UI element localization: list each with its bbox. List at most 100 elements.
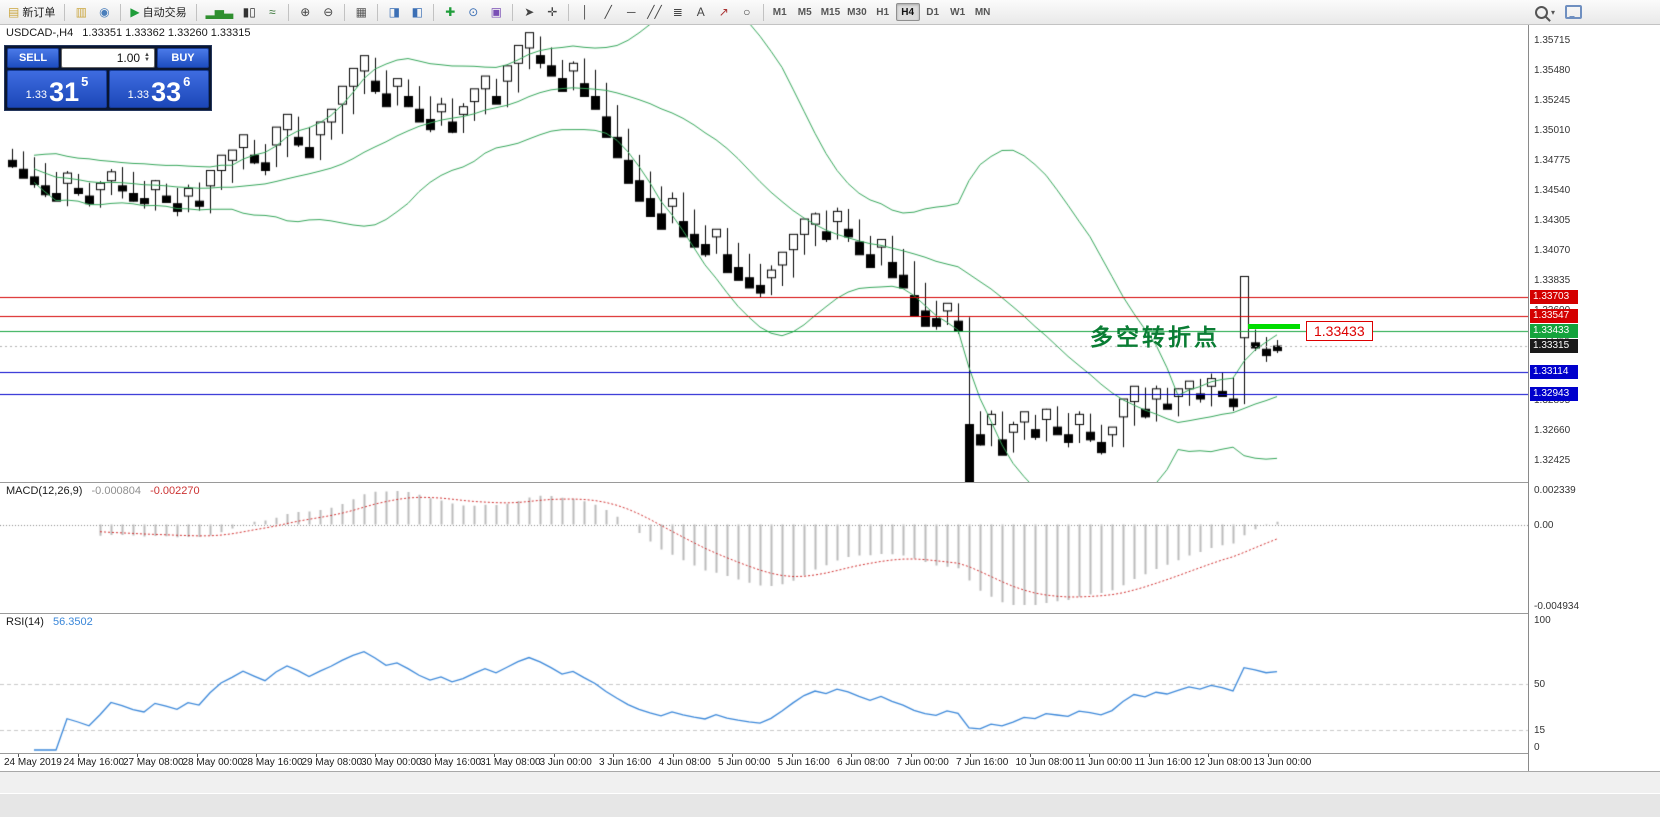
toolbar-separator [377, 3, 379, 21]
candlestick-chart-icon[interactable]: ▮▯ [238, 2, 260, 22]
status-bar [0, 771, 1660, 793]
price-level-badge: 1.33433 [1530, 323, 1578, 338]
spinner-up-icon[interactable]: ▲ [144, 52, 150, 58]
zoom-in-icon[interactable]: ⊕ [294, 2, 316, 22]
horizontal-line-icon-glyph: ─ [627, 5, 636, 19]
bar-chart-icon[interactable]: ▂▅▃ [202, 2, 238, 22]
time-axis-label: 28 May 16:00 [242, 757, 303, 768]
time-axis-tick [256, 754, 257, 757]
time-axis-label: 24 May 16:00 [63, 757, 125, 768]
panel-separator[interactable] [0, 482, 1660, 483]
time-axis-label: 6 Jun 08:00 [837, 757, 890, 768]
volume-spinner[interactable]: ▲ ▼ [144, 52, 150, 63]
timeframe-h4-button[interactable]: H4 [895, 3, 920, 21]
timeframe-mn-button[interactable]: MN [971, 3, 995, 21]
text-icon[interactable]: A [690, 2, 712, 22]
timeframe-m15-button[interactable]: M15 [818, 3, 843, 21]
volume-input[interactable]: 1.00 ▲ ▼ [61, 48, 155, 68]
search-button[interactable]: ▾ [1531, 2, 1559, 22]
timeframe-m5-button[interactable]: M5 [793, 3, 817, 21]
new-chart-icon[interactable]: ✚ [439, 2, 461, 22]
candlestick-chart-icon-glyph: ▮▯ [242, 5, 256, 19]
window-bottom-edge [0, 793, 1660, 817]
charts-icon[interactable]: ▥ [70, 2, 92, 22]
turning-point-price-label: 1.33433 [1306, 320, 1373, 341]
time-axis-label: 30 May 00:00 [361, 757, 422, 768]
arrows-icon[interactable]: ↗ [713, 2, 735, 22]
chart-shift-icon-glyph: ◧ [411, 5, 423, 19]
buy-button[interactable]: BUY [157, 48, 209, 68]
vertical-line-icon[interactable]: │ [574, 2, 596, 22]
new-order-button[interactable]: ▤ 新订单 [4, 2, 59, 22]
fibonacci-icon[interactable]: ≣ [667, 2, 689, 22]
rsi-panel: RSI(14) 56.3502 [0, 614, 1528, 753]
equidistant-channel-icon[interactable]: ╱╱ [643, 2, 665, 22]
tile-windows-icon-glyph: ▦ [355, 5, 367, 19]
timeframe-m30-button[interactable]: M30 [844, 3, 869, 21]
price-axis-tick: 1.33835 [1534, 274, 1571, 286]
chart-shift-icon[interactable]: ◧ [406, 2, 428, 22]
chat-button[interactable] [1561, 2, 1586, 22]
profile-icon[interactable]: ◉ [93, 2, 115, 22]
price-level-badge: 1.33703 [1530, 289, 1578, 304]
period-icon[interactable]: ⊙ [462, 2, 484, 22]
auto-scroll-icon[interactable]: ◨ [383, 2, 405, 22]
crosshair-icon-glyph: ✛ [547, 5, 558, 19]
tile-windows-icon[interactable]: ▦ [350, 2, 372, 22]
toolbar-separator [288, 3, 290, 21]
equidistant-channel-icon-glyph: ╱╱ [647, 5, 662, 19]
new-chart-icon-glyph: ✚ [445, 5, 456, 19]
sell-button[interactable]: SELL [7, 48, 59, 68]
time-axis-tick [315, 754, 317, 757]
timeframe-d1-button[interactable]: D1 [921, 3, 945, 21]
toolbar-main-group: ▤ 新订单 ▥ ◉ ▶ 自动交易 ▂▅▃ ▮▯ ≈ ⊕ ⊖ ▦ ◨ ◧ ✚ ⊙ ▣ ➤ ✛ │ ╱ ─ ╱╱ ≣ A ↗ ○ [4, 2, 768, 22]
price-axis-tick: 1.34070 [1534, 244, 1571, 256]
sell-price-sup: 5 [81, 74, 89, 89]
sell-price-button[interactable]: 1.33 31 5 [7, 70, 107, 108]
time-axis-label: 5 Jun 00:00 [718, 757, 771, 768]
timeframe-w1-button[interactable]: W1 [946, 3, 970, 21]
time-axis-tick [970, 754, 971, 757]
shapes-icon[interactable]: ○ [736, 2, 758, 22]
cursor-icon[interactable]: ➤ [518, 2, 540, 22]
macd-canvas[interactable] [0, 483, 1528, 613]
turning-point-marker[interactable] [1248, 323, 1300, 329]
autotrading-button[interactable]: ▶ 自动交易 [126, 2, 190, 22]
plot-area: USDCAD-,H4 1.33351 1.33362 1.33260 1.333… [0, 25, 1528, 771]
rsi-canvas[interactable] [0, 614, 1528, 753]
line-chart-icon[interactable]: ≈ [261, 2, 283, 22]
spinner-down-icon[interactable]: ▼ [144, 57, 150, 63]
template-icon[interactable]: ▣ [485, 2, 507, 22]
time-axis-label: 5 Jun 16:00 [777, 757, 830, 768]
time-axis-label: 13 Jun 00:00 [1253, 757, 1312, 768]
toolbar-right-group: ▾ [1531, 2, 1656, 22]
time-axis-tick [137, 754, 138, 757]
price-axis-tick: 1.35715 [1534, 34, 1571, 46]
rsi-name: RSI(14) [6, 616, 44, 628]
horizontal-line-icon[interactable]: ─ [620, 2, 642, 22]
trendline-icon[interactable]: ╱ [597, 2, 619, 22]
price-axis[interactable]: 1.35715 1.35480 1.35245 1.35010 1.34775 1.345… [1528, 25, 1660, 771]
time-axis-label: 28 May 00:00 [182, 757, 244, 768]
time-axis-label: 7 Jun 00:00 [896, 757, 949, 768]
time-axis-tick [791, 754, 793, 757]
buy-price-button[interactable]: 1.33 33 6 [109, 70, 209, 108]
price-chart-canvas[interactable] [0, 25, 1528, 482]
panel-separator[interactable] [0, 753, 1660, 754]
price-axis-tick: 1.32660 [1534, 424, 1571, 436]
chat-icon [1565, 5, 1582, 19]
crosshair-icon[interactable]: ✛ [541, 2, 563, 22]
symbol-period-label: USDCAD-,H4 [6, 27, 74, 39]
time-axis-label: 4 Jun 08:00 [658, 757, 711, 768]
time-axis-label: 24 May 2019 [4, 757, 62, 768]
timeframe-m1-button[interactable]: M1 [768, 3, 792, 21]
rsi-scale-15: 15 [1534, 725, 1546, 737]
sell-price-prefix: 1.33 [25, 89, 48, 101]
template-icon-glyph: ▣ [490, 5, 502, 19]
timeframe-h1-button[interactable]: H1 [871, 3, 895, 21]
zoom-out-icon[interactable]: ⊖ [317, 2, 339, 22]
toolbar-separator [512, 3, 514, 21]
panel-separator[interactable] [0, 613, 1660, 614]
time-axis-tick [375, 754, 376, 757]
timeframe-group: M1 M5 M15 M30 H1 H4 D1 W1 MN [768, 3, 995, 21]
